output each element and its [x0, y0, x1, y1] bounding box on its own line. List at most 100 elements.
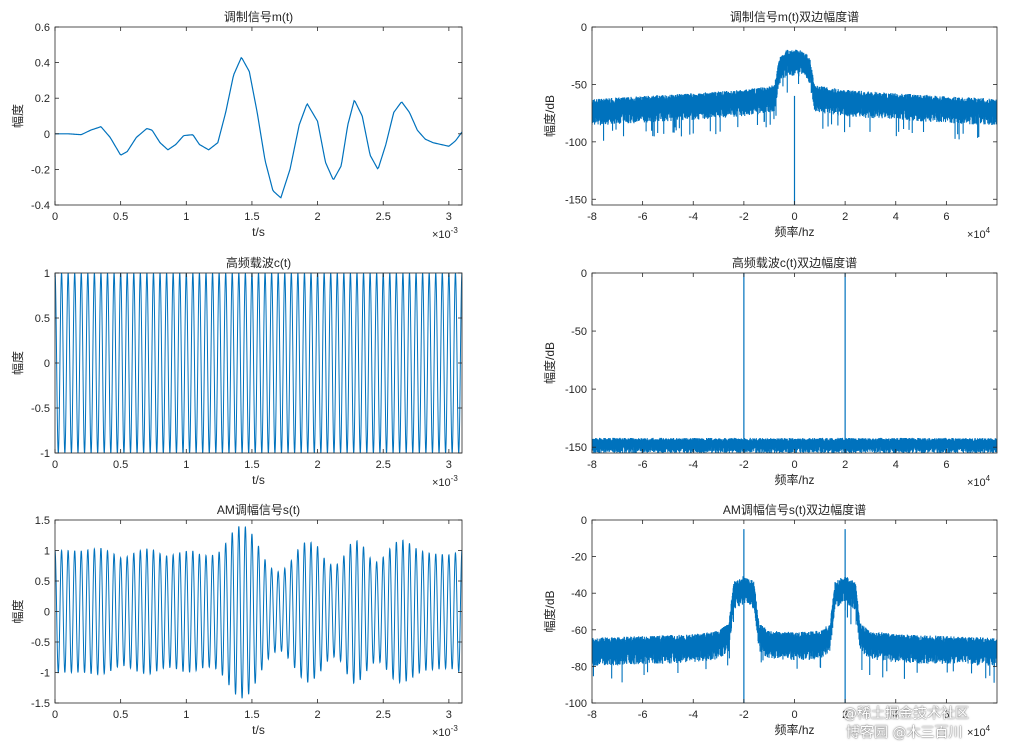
x-tick-label: 4: [893, 211, 899, 223]
y-tick-label: 0: [581, 22, 587, 34]
y-axis-label: 幅度: [10, 104, 25, 128]
y-tick-label: 0.6: [35, 22, 50, 34]
x-tick-label: -2: [739, 709, 749, 721]
x-exponent-label: ×10-3: [432, 724, 458, 739]
y-tick-label: 0: [44, 358, 50, 370]
y-tick-label: -0.5: [31, 637, 50, 649]
y-tick-label: -40: [571, 588, 587, 600]
series-band: [592, 576, 997, 683]
x-tick-label: 1.5: [244, 211, 259, 223]
series-line: [55, 526, 462, 699]
axes-box: [54, 26, 463, 206]
x-tick-label: 2.5: [376, 709, 391, 721]
chart-5: 0 0.5 1 1.5 2 2.5 3 -1.5 -1 -0.5 0 0.5 1 1.5 AM调幅信号s(t…: [10, 502, 463, 739]
x-tick-label: 1: [183, 211, 189, 223]
plot-area: [55, 273, 462, 453]
x-tick-label: 0: [791, 459, 797, 471]
y-tick-label: 1.5: [35, 515, 50, 527]
chart-title: AM调幅信号s(t)双边幅度谱: [723, 502, 866, 517]
watermark-line2: 博客园 @木三百川: [846, 725, 963, 741]
y-tick-label: 0.2: [35, 93, 50, 105]
x-tick-label: -4: [688, 709, 698, 721]
x-tick-label: 6: [943, 709, 949, 721]
y-tick-label: 0.4: [35, 58, 50, 70]
x-exponent-label: ×10-3: [432, 474, 458, 489]
y-tick-label: -1.5: [31, 698, 50, 710]
x-tick-label: -8: [587, 709, 597, 721]
x-tick-label: 4: [893, 459, 899, 471]
x-tick-label: -6: [638, 709, 648, 721]
x-tick-label: 2: [842, 459, 848, 471]
plot-area: [592, 273, 997, 453]
x-tick-label: -8: [587, 459, 597, 471]
y-tick-label: -1: [40, 668, 50, 680]
x-tick-label: -4: [688, 211, 698, 223]
y-tick-label: 0: [44, 607, 50, 619]
chart-title: 调制信号m(t)双边幅度谱: [730, 9, 859, 24]
y-tick-label: 0: [44, 129, 50, 141]
y-tick-label: 1: [44, 546, 50, 558]
y-axis-label: 幅度/dB: [542, 590, 557, 632]
x-tick-label: 0.5: [113, 459, 128, 471]
y-tick-label: -1: [40, 448, 50, 460]
y-tick-label: -100: [565, 698, 587, 710]
y-tick-label: 0.5: [35, 313, 50, 325]
x-axis-label: t/s: [252, 723, 265, 737]
x-tick-label: 0: [52, 211, 58, 223]
x-tick-label: 2: [315, 709, 321, 721]
series-line: [55, 273, 462, 453]
x-tick-label: 2: [315, 459, 321, 471]
x-tick-label: 2.5: [376, 459, 391, 471]
x-exponent-label: ×104: [967, 724, 991, 739]
series-line: [55, 56, 462, 199]
y-tick-label: -150: [565, 442, 587, 454]
x-tick-label: 3: [446, 211, 452, 223]
x-axis-label: t/s: [252, 473, 265, 487]
y-tick-label: 0.5: [35, 576, 50, 588]
y-axis-label: 幅度: [10, 351, 25, 375]
series-band: [592, 437, 997, 453]
chart-1: 0 0.5 1 1.5 2 2.5 3 -0.4 -0.2 0 0.2 0.4 0.6 调制信号m(t) t…: [10, 10, 463, 241]
chart-title: 调制信号m(t): [224, 10, 293, 24]
x-axis-label: 频率/hz: [774, 224, 814, 239]
y-axis-label: 幅度/dB: [542, 342, 557, 384]
y-tick-label: -0.4: [31, 200, 50, 212]
y-tick-label: -100: [565, 384, 587, 396]
x-tick-label: 0.5: [113, 709, 128, 721]
x-exponent-label: ×10-3: [432, 226, 458, 241]
x-tick-label: 2: [842, 709, 848, 721]
chart-title: AM调幅信号s(t): [217, 502, 300, 517]
y-tick-label: -50: [571, 326, 587, 338]
x-tick-label: 4: [893, 709, 899, 721]
series-band: [592, 49, 997, 141]
y-tick-label: -20: [571, 552, 587, 564]
x-tick-label: 0: [791, 211, 797, 223]
y-axis-label: 幅度: [10, 599, 25, 623]
x-tick-label: 3: [446, 459, 452, 471]
y-tick-label: 0: [581, 268, 587, 280]
x-tick-label: -2: [739, 211, 749, 223]
x-tick-label: -2: [739, 459, 749, 471]
x-tick-label: 0.5: [113, 211, 128, 223]
x-tick-label: 6: [943, 459, 949, 471]
plot-area: [592, 49, 997, 205]
x-tick-label: 0: [52, 459, 58, 471]
y-tick-label: -0.2: [31, 164, 50, 176]
x-axis-label: t/s: [252, 225, 265, 239]
x-tick-label: 2: [842, 211, 848, 223]
y-tick-label: -50: [571, 79, 587, 91]
watermark-line1: @稀土掘金技术社区: [843, 706, 969, 722]
plot-area: [592, 529, 997, 703]
x-tick-label: 0: [52, 709, 58, 721]
x-tick-label: 1.5: [244, 709, 259, 721]
x-tick-label: 0: [791, 709, 797, 721]
x-tick-label: 1.5: [244, 459, 259, 471]
plot-area: [55, 526, 462, 699]
x-tick-label: 2: [315, 211, 321, 223]
x-axis-label: 频率/hz: [774, 722, 814, 737]
y-tick-label: 1: [44, 268, 50, 280]
x-tick-label: 3: [446, 709, 452, 721]
x-tick-label: -6: [638, 459, 648, 471]
y-tick-label: 0: [581, 515, 587, 527]
